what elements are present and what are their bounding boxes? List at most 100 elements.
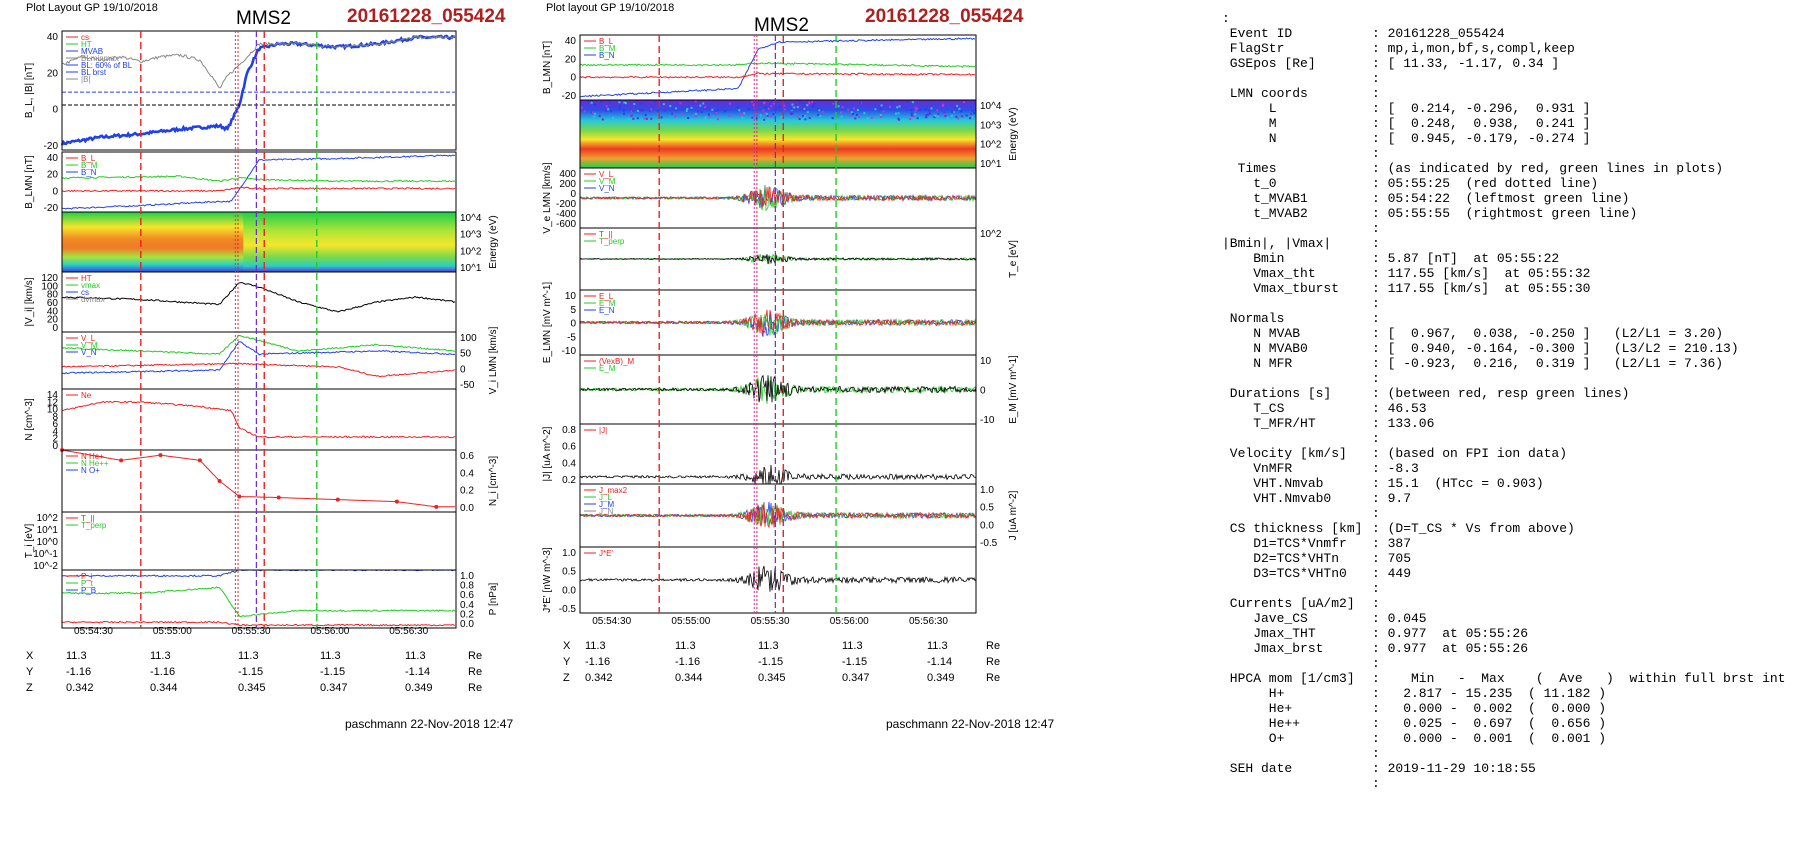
right-event-id: 20161228_055424 (865, 6, 1024, 27)
left-panel-6-series-ne (61, 400, 456, 439)
right-panel-1-series-b-m (579, 62, 976, 68)
info-key: H+ (1222, 686, 1285, 701)
left-panel-5-ytick-3: -50 (460, 380, 475, 391)
info-key: Velocity [km/s] (1222, 446, 1347, 461)
right-panel-8-ytick-3: -0.5 (980, 538, 998, 549)
info-key: Jave_CS (1222, 611, 1308, 626)
ephemeris-value: 0.345 (238, 682, 266, 694)
right-panel-2-ytick-0: 10^4 (980, 101, 1002, 112)
ephemeris-value: 0.342 (585, 672, 613, 684)
right-panel-3-trace-2 (579, 186, 977, 208)
info-key: N (1222, 131, 1277, 146)
right-panel-7-ytick-2: 0.4 (562, 458, 576, 469)
info-row: FlagStr: mp,i,mon,bf,s,compl,keep (1222, 41, 1785, 56)
right-layout-label: Plot layout GP 19/10/2018 (546, 2, 675, 14)
info-row: : (1222, 371, 1785, 386)
info-row: : (1222, 146, 1785, 161)
info-key: VnMFR (1222, 461, 1293, 476)
right-panel-7-background (580, 424, 976, 484)
info-row: t_0: 05:55:25 (red dotted line) (1222, 176, 1785, 191)
ephemeris-value: 11.3 (66, 650, 87, 662)
info-row: Event ID: 20161228_055424 (1222, 26, 1785, 41)
left-time-tick-2: 05:55:30 (232, 626, 271, 637)
ephemeris-value: -1.16 (66, 666, 92, 678)
info-row: : (1222, 431, 1785, 446)
right-panel-6-ytick-2: -10 (980, 415, 995, 426)
left-panel-1-legend-2: MVAB (81, 47, 103, 56)
right-panel-4-ylabel: T_e [eV] (1008, 240, 1019, 278)
right-panel-2-ylabel: Energy (eV) (1008, 107, 1019, 160)
info-value: : (1372, 146, 1380, 161)
info-row: |Bmin|, |Vmax|: (1222, 236, 1785, 251)
info-value: : (1372, 236, 1380, 251)
info-value: : 9.7 (1372, 491, 1412, 506)
left-panel-1-series--b- (62, 34, 456, 89)
ephemeris-value: 0.349 (405, 682, 433, 694)
left-panel-4-ytick-3: 60 (47, 298, 59, 309)
info-row: Jave_CS: 0.045 (1222, 611, 1785, 626)
info-row: T_MFR/HT: 133.06 (1222, 416, 1785, 431)
info-value: : [ 0.945, -0.179, -0.274 ] (1372, 131, 1591, 146)
info-key: VHT.Nmvab (1222, 476, 1324, 491)
info-row: : (1222, 296, 1785, 311)
right-panel-3-legend-2: V_N (599, 184, 615, 193)
left-panel-7-legend-0: N He+ (81, 452, 104, 461)
info-row: O+: 0.000 - 0.001 ( 0.001 ) (1222, 731, 1785, 746)
right-panel-3-legend-0: V_L (599, 170, 614, 179)
info-row: : (1222, 581, 1785, 596)
ephemeris-value: 11.3 (238, 650, 259, 662)
right-panel-8-trace-2 (579, 503, 977, 529)
right-panel-1-legend-0: B_L (599, 37, 614, 46)
right-panel-9-trace-0 (579, 565, 977, 592)
info-row: CS thickness [km]: (D=T_CS * Vs from abo… (1222, 521, 1785, 536)
ephemeris-label: Y (563, 656, 571, 668)
info-key: SEH date (1222, 761, 1293, 776)
left-panel-2-legend-2: B_N (81, 168, 97, 177)
ephemeris-value: 11.3 (405, 650, 426, 662)
left-panel-3-ytick-2: 10^2 (460, 246, 482, 257)
info-row: : (1222, 656, 1785, 671)
left-panel-9-series-p-t (61, 586, 456, 617)
right-panel-3-ytick-5: -600 (556, 219, 576, 230)
right-panel-1-background (580, 35, 976, 100)
right-panel-3-legend-1: V_M (599, 177, 616, 186)
ephemeris-value: -1.15 (758, 656, 784, 668)
ephemeris-value: 0.342 (66, 682, 94, 694)
info-value: : (1372, 431, 1380, 446)
right-panel-4-ytick-0: 10^2 (980, 229, 1002, 240)
right-panel-7-ylabel: |J| [uA m^-2] (542, 426, 553, 481)
right-panel-6-trace-1 (579, 374, 977, 403)
info-value: : (1372, 371, 1380, 386)
ephemeris-label: Z (563, 672, 570, 684)
ephemeris-value: -1.16 (585, 656, 611, 668)
right-panel-9-ylabel: J*E' [nW m^-3] (542, 547, 553, 613)
left-panel-1-ylabel: B_L, |B| [nT] (24, 63, 35, 118)
info-value: : mp,i,mon,bf,s,compl,keep (1372, 41, 1575, 56)
info-key: t_0 (1222, 176, 1277, 191)
left-panel-1-ytick-0: 40 (47, 32, 59, 43)
info-key: L (1222, 101, 1277, 116)
ephemeris-value: -1.16 (675, 656, 701, 668)
left-panel-7-point-4 (217, 479, 222, 483)
left-panel-4-background (62, 272, 456, 332)
right-panel-7-trace-0 (579, 464, 977, 485)
left-panel-4-ytick-5: 20 (47, 315, 59, 326)
left-panel-4-legend-1: vmax (81, 281, 100, 290)
info-value: : 117.55 [km/s] at 05:55:32 (1372, 266, 1591, 281)
info-value: : (1372, 776, 1380, 791)
left-panel-1-ytick-1: 20 (47, 68, 59, 79)
ephemeris-unit: Re (986, 656, 1001, 668)
right-time-tick-0: 05:54:30 (592, 616, 631, 627)
left-panel-5-series-v-l (61, 341, 456, 375)
left-panel-7-series-n-he- (61, 449, 455, 508)
right-panel-6-background (580, 355, 976, 424)
info-row: Bmin: 5.87 [nT] at 05:55:22 (1222, 251, 1785, 266)
left-panel-2-legend-1: B_M (81, 161, 98, 170)
right-panel-3-ytick-1: 200 (559, 179, 576, 190)
ephemeris-label: X (26, 650, 34, 662)
info-key: VHT.Nmvab0 (1222, 491, 1332, 506)
right-panel-9-ytick-1: 0.5 (562, 567, 576, 578)
info-row: : (1222, 221, 1785, 236)
info-key: N MFR (1222, 356, 1293, 371)
left-panel-9-ytick-5: 0.0 (460, 619, 474, 630)
